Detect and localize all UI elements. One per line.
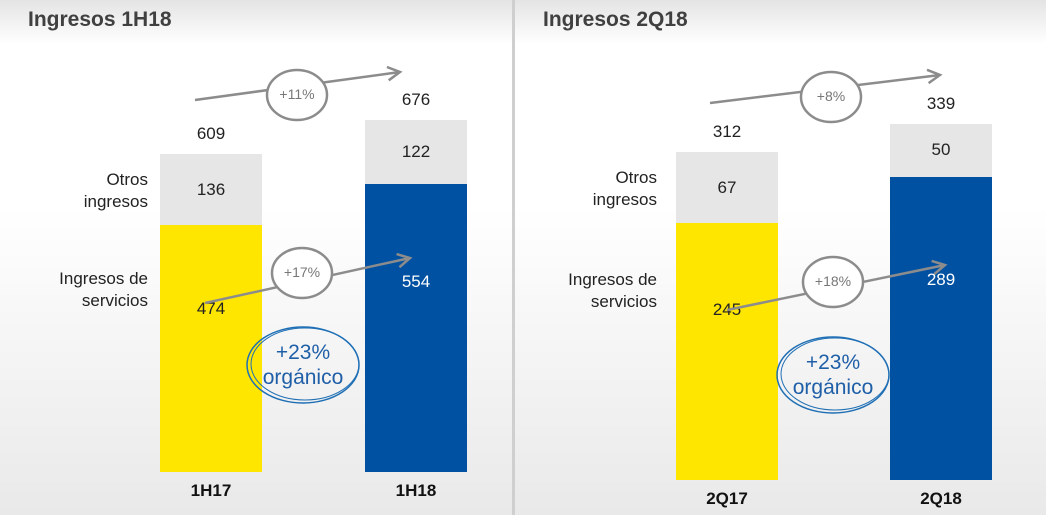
bar-segment (160, 225, 262, 472)
bar-segment (676, 152, 778, 223)
bar-segment (365, 183, 467, 472)
annotation: +11% (279, 86, 315, 102)
arrow-head (386, 65, 403, 82)
arrow-head (396, 252, 413, 269)
overlay (709, 68, 948, 414)
annotation: +23% orgánico (262, 341, 344, 389)
divider (512, 0, 515, 515)
x-tick-label: 2Q17 (706, 489, 748, 508)
annotation-circle (801, 255, 865, 309)
annotation: +17% (283, 264, 321, 280)
annotation: +18% (814, 273, 852, 289)
annotation-circle (799, 70, 863, 124)
panel: Ingresos 2Q18 245 67 312 2Q17 289 50 339 2Q18 In… (515, 0, 1046, 515)
annotation: +8% (816, 88, 846, 104)
total-label: 676 (401, 90, 431, 109)
arrow-head (926, 68, 943, 85)
bar-segment (890, 124, 992, 177)
bar-segment (160, 154, 262, 226)
panel-header (515, 0, 1046, 44)
bar-segment (676, 222, 778, 480)
arrow-head (931, 259, 948, 276)
bar-segment (365, 120, 467, 184)
series-label: Ingresos de servicios (59, 269, 148, 311)
chart-title: Ingresos 1H18 (28, 8, 172, 31)
x-tick-label: 2Q18 (920, 489, 962, 508)
data-label: 289 (926, 269, 956, 289)
annotation-circle (270, 246, 334, 300)
x-tick-label: 1H17 (190, 481, 232, 500)
annotation-circle (250, 327, 360, 401)
bar-segment (890, 176, 992, 480)
panel-header (0, 0, 512, 44)
annotation-circle (265, 68, 329, 122)
data-label: 554 (401, 271, 431, 291)
data-label: 122 (401, 141, 431, 161)
panel: Ingresos 1H18 474 136 609 1H17 554 122 676 1H18… (0, 0, 512, 515)
annotation-circle (780, 337, 890, 411)
total-label: 312 (712, 122, 742, 142)
total-label: 339 (926, 94, 956, 113)
data-label: 50 (931, 140, 951, 160)
total-label: 609 (196, 124, 226, 144)
series-label: Otros ingresos (592, 167, 657, 209)
data-label: 474 (196, 299, 226, 319)
series-label: Otros ingresos (83, 169, 148, 211)
series-label: Ingresos de servicios (568, 269, 657, 311)
data-label: 136 (196, 179, 226, 199)
overlay (194, 65, 413, 404)
data-label: 67 (717, 177, 737, 197)
x-tick-label: 1H18 (395, 481, 437, 500)
annotation: +23% orgánico (792, 351, 874, 399)
chart-title: Ingresos 2Q18 (543, 8, 688, 31)
